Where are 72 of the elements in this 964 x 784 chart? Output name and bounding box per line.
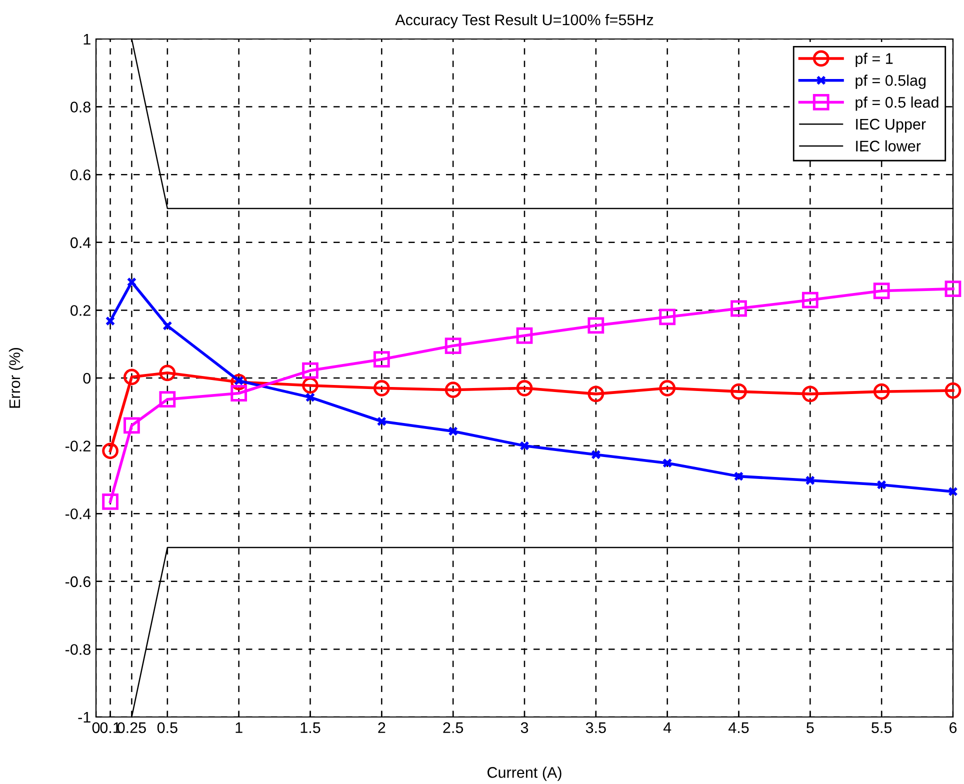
y-tick-label: 0	[83, 372, 91, 384]
x-tick-label: 6	[950, 722, 957, 734]
y-tick-label: -0.6	[65, 576, 90, 588]
x-axis-title: Current (A)	[488, 766, 562, 781]
point	[126, 277, 137, 287]
point	[876, 480, 886, 490]
point	[102, 442, 118, 460]
point	[591, 450, 601, 460]
x-tick-label: 3.5	[586, 722, 606, 734]
point	[159, 391, 176, 408]
x-tick-label: 1.5	[300, 722, 320, 734]
point	[373, 351, 390, 368]
point	[448, 426, 458, 436]
legend-label: IEC lower	[856, 140, 921, 152]
point	[948, 486, 958, 496]
y-tick-label: 0.6	[70, 169, 90, 180]
point	[102, 494, 118, 510]
point	[802, 292, 818, 308]
legend-label: pf = 0.5 lead	[856, 96, 938, 111]
point	[944, 280, 962, 298]
x-tick-label: 5	[806, 722, 814, 734]
point	[516, 327, 533, 344]
legend-label: pf = 1	[856, 52, 893, 67]
point	[588, 317, 604, 334]
point	[230, 385, 248, 402]
y-tick-label: 0.2	[70, 305, 90, 316]
x-tick-label: 4	[663, 722, 672, 733]
point	[662, 458, 672, 468]
point	[124, 417, 140, 434]
y-tick-label: -0.2	[65, 440, 90, 452]
x-tick-label: 3	[520, 722, 528, 734]
point	[944, 382, 962, 399]
point	[659, 380, 676, 396]
legend-label: IEC Upper	[856, 118, 926, 133]
point	[659, 308, 676, 326]
x-tick-label: 2.5	[443, 722, 464, 734]
point	[516, 380, 533, 396]
point	[588, 386, 604, 402]
point	[302, 362, 318, 379]
point	[373, 380, 390, 396]
point	[305, 392, 316, 402]
legend-label: pf = 0.5lag	[856, 74, 926, 89]
y-tick-label: 1	[84, 34, 90, 45]
x-tick-label: 4.5	[728, 722, 749, 734]
point	[444, 382, 462, 398]
point	[444, 338, 462, 354]
point	[302, 377, 318, 394]
y-tick-label: 0.4	[70, 237, 91, 248]
point	[520, 440, 530, 451]
point	[105, 316, 116, 326]
x-tick-label: 0	[92, 722, 100, 734]
point	[162, 320, 172, 331]
y-tick-label: -0.8	[65, 644, 90, 655]
point	[802, 386, 818, 402]
x-tick-label: 5.5	[872, 722, 892, 734]
point	[873, 282, 890, 300]
point	[734, 471, 744, 482]
point	[873, 383, 890, 400]
point	[124, 368, 140, 386]
point	[730, 300, 747, 317]
x-tick-label: 2	[378, 722, 386, 733]
x-tick-label: 1	[236, 722, 242, 733]
y-axis-title: Error (%)	[8, 348, 24, 408]
point	[376, 416, 387, 426]
point	[805, 476, 816, 486]
y-tick-label: 0.8	[70, 102, 90, 112]
point	[159, 364, 176, 382]
y-tick-label: -1	[78, 712, 90, 723]
y-tick-label: -0.4	[65, 508, 91, 520]
chart-title: Accuracy Test Result U=100% f=55Hz	[395, 14, 654, 28]
point	[730, 383, 747, 400]
x-tick-label: 0.5	[157, 722, 178, 734]
